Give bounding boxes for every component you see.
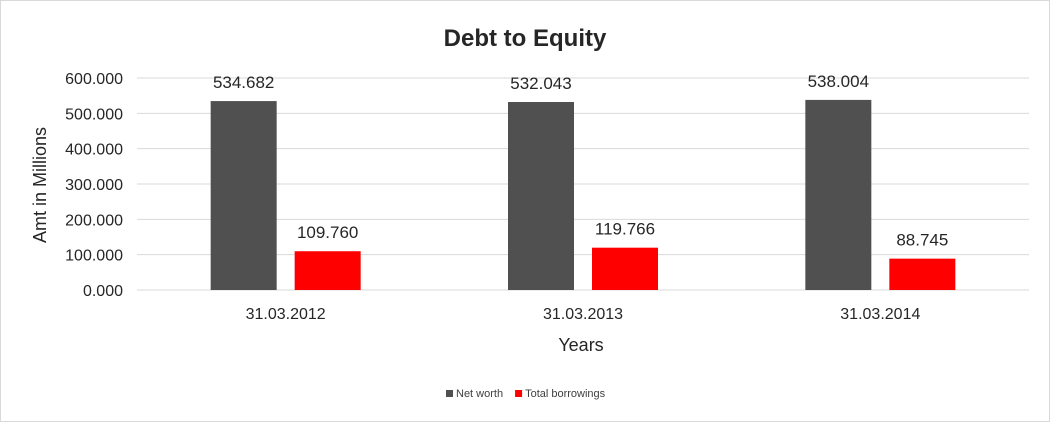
y-axis-title: Amt in Millions xyxy=(30,127,50,243)
legend-swatch xyxy=(446,390,453,397)
y-tick-label: 500.000 xyxy=(65,106,123,123)
x-tick-label: 31.03.2013 xyxy=(543,306,623,323)
data-labels: 534.682 109.760 532.043 119.766 538.004 88.74… xyxy=(213,72,948,250)
chart-title: Debt to Equity xyxy=(444,25,607,52)
y-tick-label: 600.000 xyxy=(65,71,123,88)
gridlines xyxy=(137,77,1029,291)
bar-net-worth xyxy=(508,102,574,290)
data-label: 534.682 xyxy=(213,73,274,92)
bars xyxy=(210,99,956,291)
data-label: 88.745 xyxy=(896,231,948,250)
x-tick-label: 31.03.2012 xyxy=(246,306,326,323)
y-tick-label: 0.000 xyxy=(83,283,123,300)
x-axis-title: Years xyxy=(558,335,603,355)
data-label: 538.004 xyxy=(808,72,869,91)
legend-swatch xyxy=(515,390,523,397)
bar-total-borrowings xyxy=(294,251,361,290)
legend-label: Net worth xyxy=(456,388,503,400)
x-axis-ticks: 31.03.2012 31.03.2013 31.03.2014 xyxy=(246,306,921,323)
data-label: 109.760 xyxy=(297,223,358,242)
legend-label: Total borrowings xyxy=(525,388,606,400)
legend: Net worth Total borrowings xyxy=(446,388,606,400)
y-tick-label: 100.000 xyxy=(65,248,123,265)
bar-total-borrowings xyxy=(592,247,658,290)
bar-net-worth xyxy=(805,99,872,291)
y-tick-label: 300.000 xyxy=(65,177,123,194)
y-tick-label: 200.000 xyxy=(65,212,123,229)
bar-net-worth xyxy=(210,101,277,290)
data-label: 532.043 xyxy=(510,74,571,93)
y-tick-label: 400.000 xyxy=(65,142,123,159)
x-tick-label: 31.03.2014 xyxy=(840,306,920,323)
bar-total-borrowings xyxy=(889,258,956,290)
data-label: 119.766 xyxy=(595,220,655,239)
y-axis-ticks: 0.000 100.000 200.000 300.000 400.000 500.000… xyxy=(65,71,123,300)
